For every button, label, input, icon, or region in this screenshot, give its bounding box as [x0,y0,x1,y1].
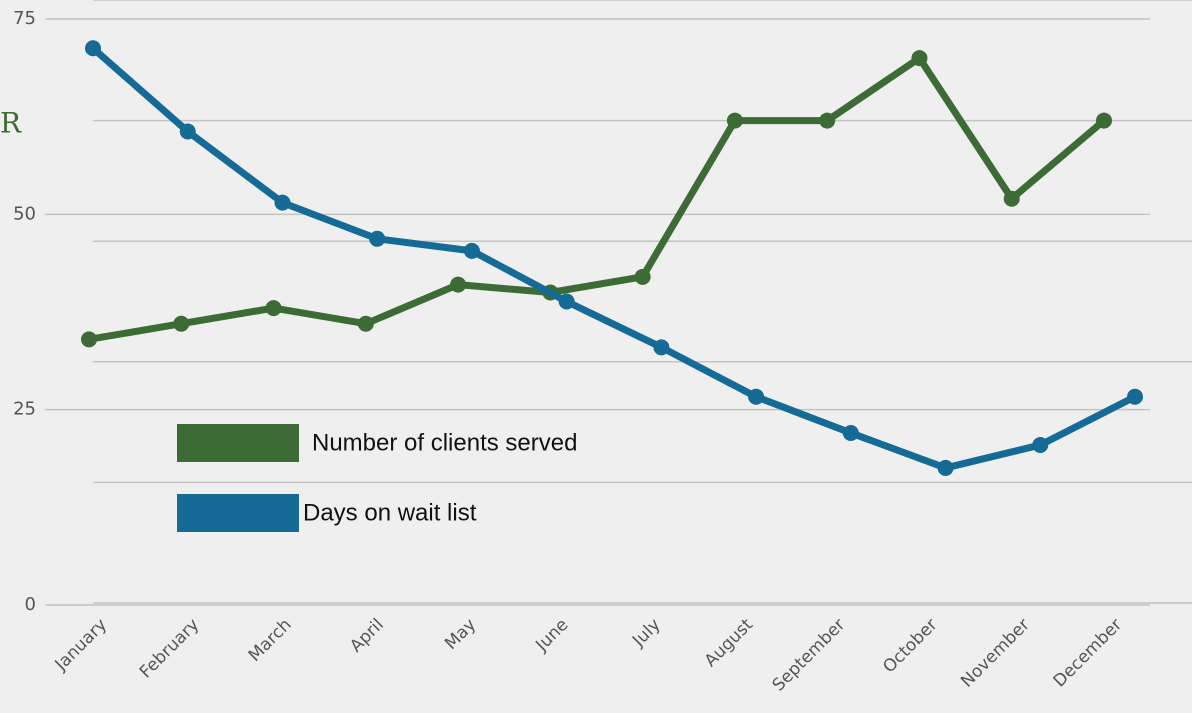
x-tick-label: April [346,615,388,657]
legend-label: Days on wait list [303,499,477,526]
legend-swatch [177,494,299,532]
data-point [85,40,101,57]
y-tick-label: 25 [13,399,36,420]
data-point [1127,388,1143,405]
x-tick-label: March [245,615,296,666]
x-tick-label: May [441,615,480,654]
y-tick-label: 0 [25,594,36,615]
data-point [463,242,480,259]
data-point [1096,112,1112,129]
x-tick-label: December [1050,615,1126,691]
x-tick-label: October [879,615,941,677]
data-point [634,268,651,285]
data-point [274,194,291,211]
data-point [265,300,282,317]
y-axis-title: R [0,107,22,140]
legend-swatch [177,424,299,462]
data-point [179,123,196,140]
x-tick-label: June [531,615,572,656]
data-point [173,315,190,332]
x-tick-label: September [769,615,850,696]
data-point [1003,190,1020,207]
data-point [911,50,928,67]
y-tick-label: 50 [13,203,36,224]
data-point [357,315,374,332]
data-point [748,388,765,405]
data-point [726,112,743,129]
data-point [450,276,467,293]
data-point [369,230,386,247]
data-point [81,331,97,348]
x-tick-label: February [136,615,203,682]
series-line [90,45,1137,472]
y-tick-label: 75 [13,8,36,29]
data-point [558,293,575,310]
x-tick-label: January [51,615,111,675]
data-point [653,339,670,356]
x-tick-label: July [628,615,664,651]
data-point [819,112,836,129]
x-tick-label: August [701,615,757,671]
legend-label: Number of clients served [312,429,577,456]
x-tick-label: November [957,615,1034,692]
data-point [937,459,954,476]
data-point [842,424,859,441]
data-point [1032,437,1049,454]
series-line [88,54,1107,343]
